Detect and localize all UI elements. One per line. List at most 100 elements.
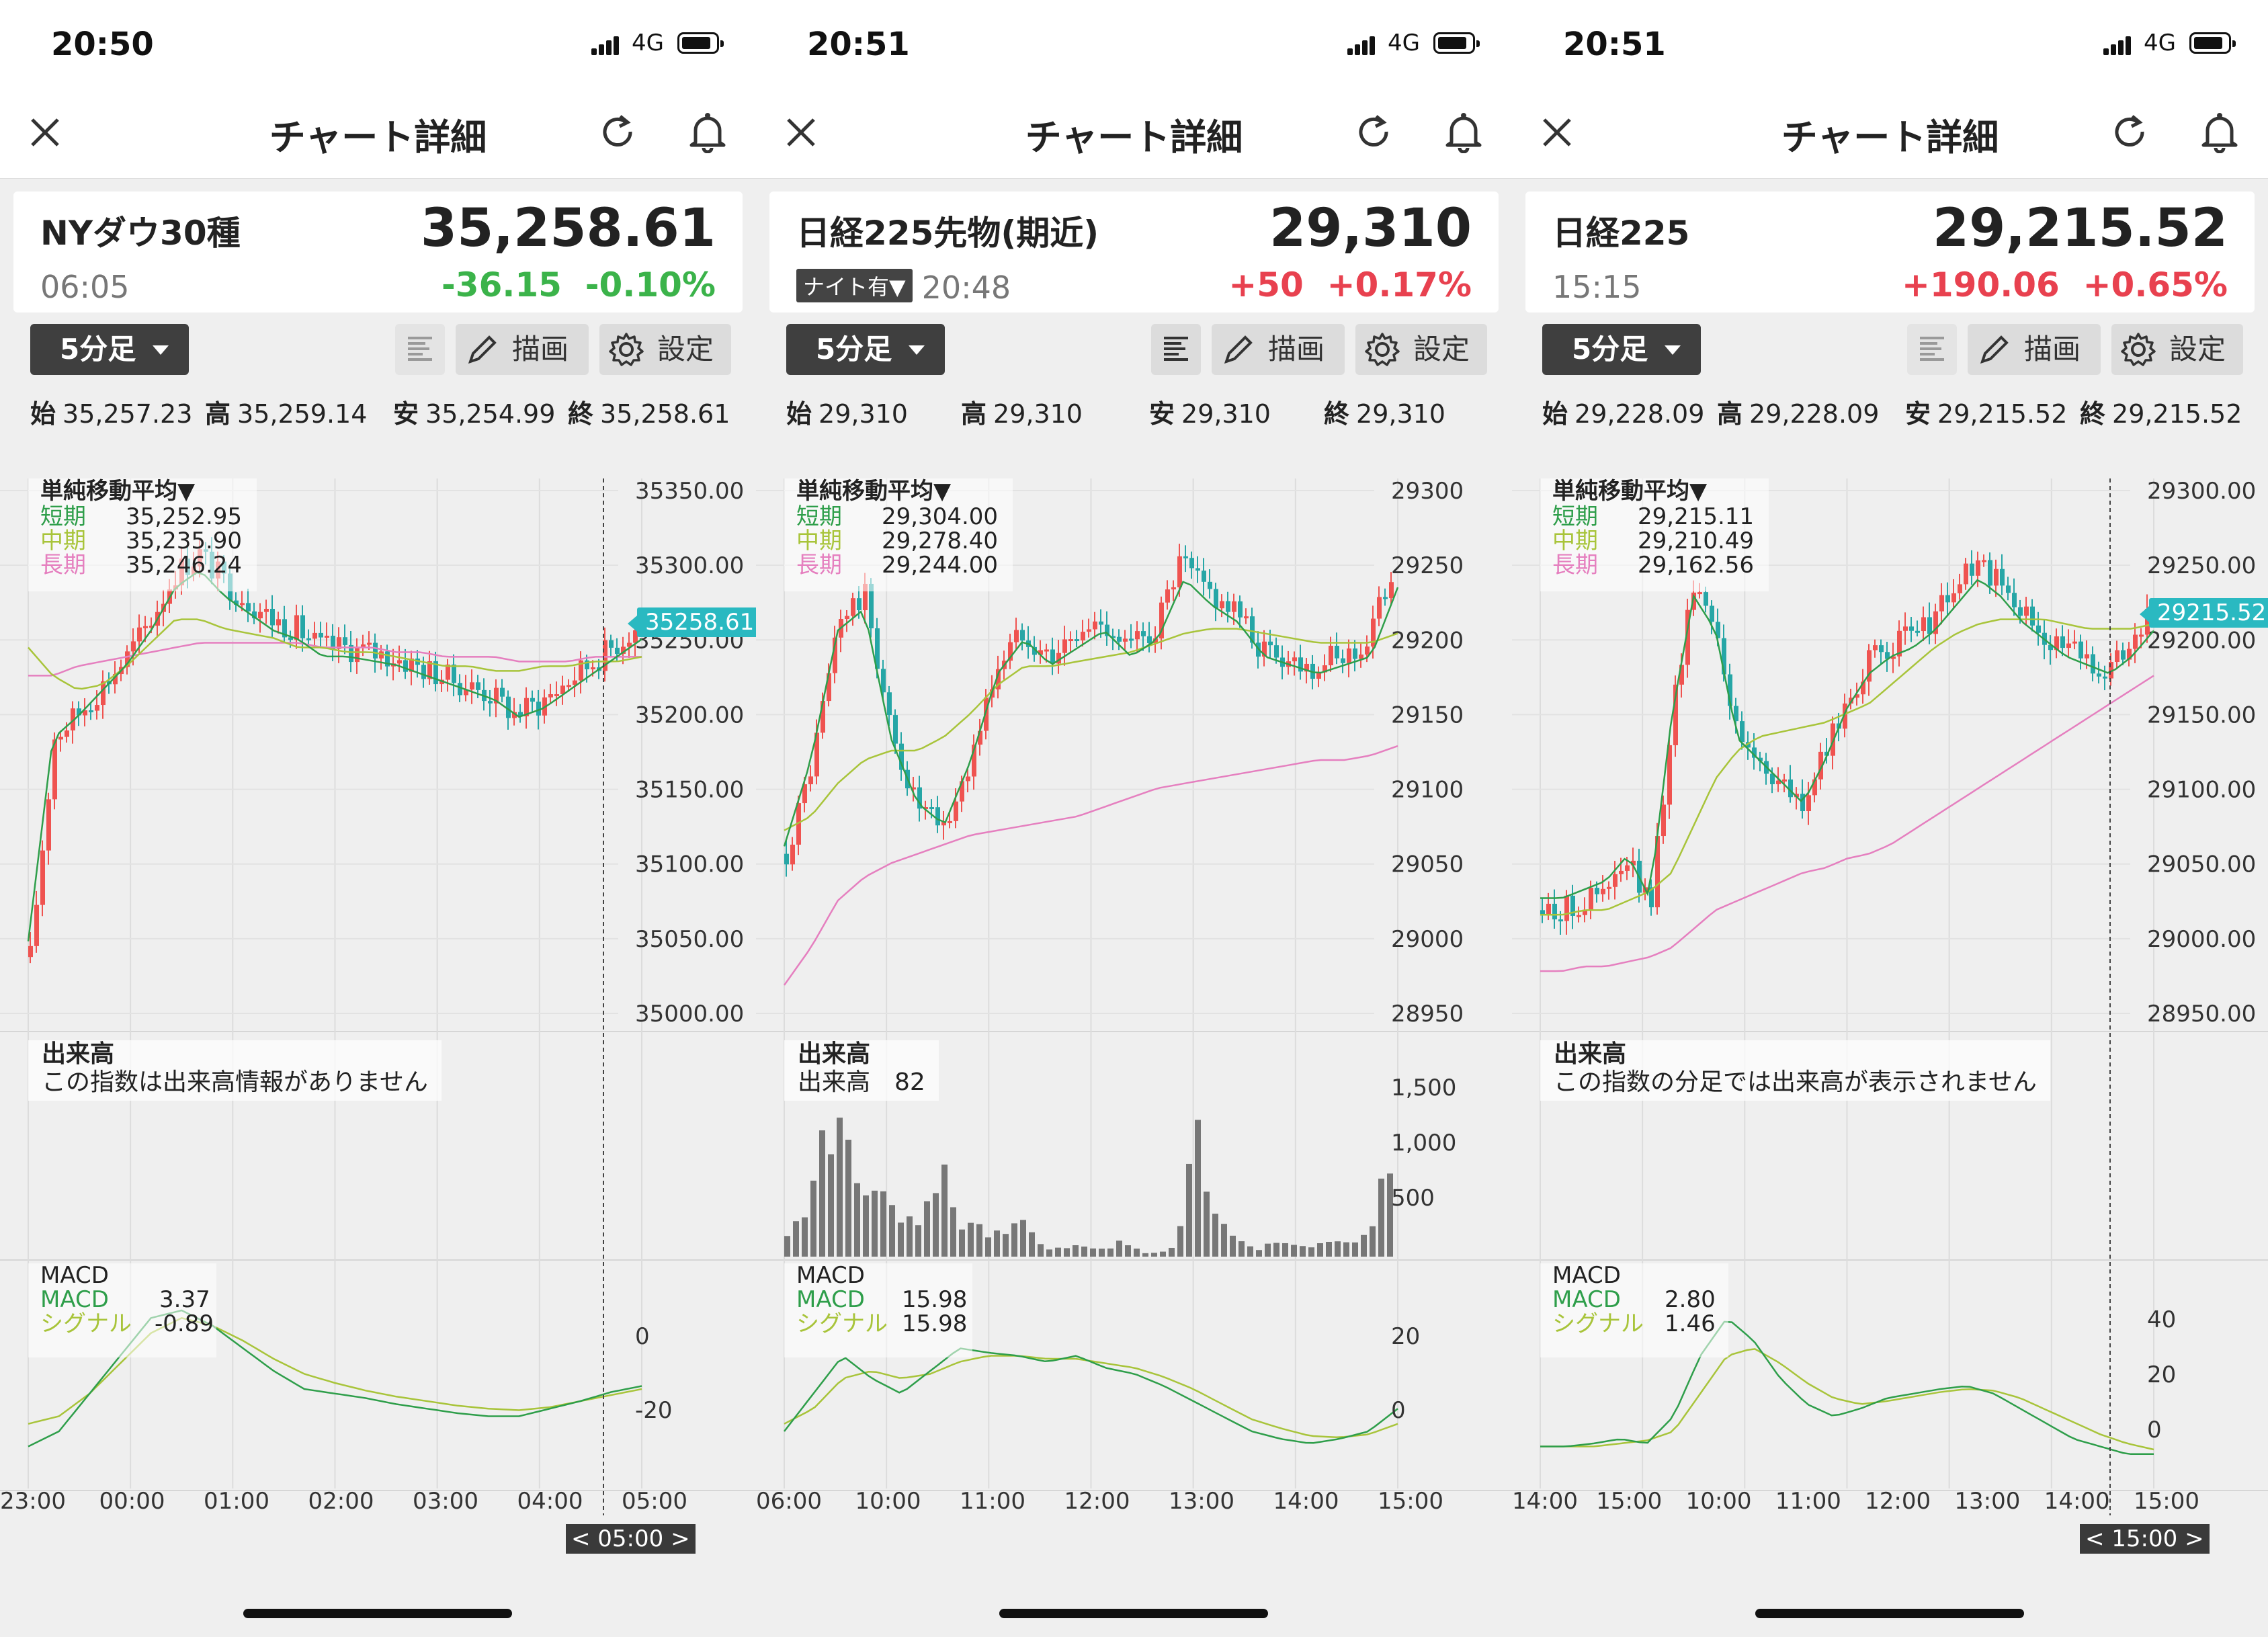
close-label: 終 [568, 399, 594, 429]
candle-body [1818, 751, 1823, 780]
macd-line [784, 1347, 1398, 1444]
close-icon[interactable] [784, 116, 818, 149]
bell-icon[interactable] [689, 112, 726, 153]
candle-body [796, 803, 801, 845]
gear-icon [609, 333, 644, 366]
low-value: 35,254.99 [425, 399, 556, 429]
last-price: 29,310 [1269, 198, 1472, 259]
candle-body [615, 647, 620, 654]
candle-body [2121, 650, 2126, 660]
night-session-badge[interactable]: ナイト有▼ [796, 269, 913, 302]
candle-body [2127, 648, 2132, 660]
ma-long-label: 長期 [1552, 552, 1598, 579]
candle-body [887, 692, 892, 716]
candle-body [1153, 638, 1158, 644]
volume-bar [1177, 1226, 1183, 1257]
close-icon[interactable] [1540, 116, 1574, 149]
settings-button[interactable]: 設定 [2111, 324, 2243, 375]
candle-body [379, 651, 384, 659]
candle-body [512, 712, 517, 718]
candle-body [1577, 915, 1581, 917]
candle-body [1226, 601, 1230, 612]
settings-button[interactable]: 設定 [599, 324, 731, 375]
candle-body [433, 661, 438, 685]
list-view-button[interactable] [1907, 324, 1957, 375]
chart-toolbar: 5分足 描画 設定 [756, 316, 1512, 390]
y-axis-label: 29000 [1391, 926, 1464, 953]
candle-body [869, 583, 874, 628]
macd-title: MACD [1552, 1262, 1621, 1289]
draw-button[interactable]: 描画 [1212, 324, 1345, 375]
ma-title[interactable]: 単純移動平均▼ [40, 478, 196, 505]
candle-body [585, 660, 589, 669]
candle-body [1329, 645, 1333, 666]
candle-body [367, 642, 372, 645]
volume-panel-title: 出来高 この指数の分足では出来高が表示されません [1540, 1040, 2050, 1101]
candle-body [948, 821, 952, 823]
candle-body [264, 608, 269, 612]
draw-button[interactable]: 描画 [1968, 324, 2101, 375]
refresh-icon[interactable] [1354, 113, 1393, 152]
list-view-button[interactable] [1151, 324, 1201, 375]
price-chart[interactable]: 29300 29250 29200 29150 29100 29050 29000 28950… [756, 430, 1512, 1572]
low-value: 29,310 [1181, 399, 1271, 429]
candle-body [566, 685, 571, 687]
x-axis-label: 04:00 [517, 1488, 583, 1515]
draw-button[interactable]: 描画 [456, 324, 589, 375]
x-axis-label: 14:00 [2044, 1488, 2110, 1515]
volume-bar [1326, 1241, 1332, 1257]
candle-body [1081, 632, 1085, 641]
volume-title: 出来高 [42, 1040, 115, 1068]
candle-body [1171, 587, 1176, 590]
candle-body [548, 694, 553, 698]
refresh-icon[interactable] [598, 113, 637, 152]
candle-body [1970, 563, 1974, 576]
candle-body [833, 637, 837, 673]
candle-body [1087, 629, 1091, 632]
close-icon[interactable] [28, 116, 62, 149]
candle-body [863, 583, 868, 611]
ohlc-row: 始 35,257.23 高 35,259.14 安 35,254.99 終 35,258… [0, 393, 756, 430]
refresh-icon[interactable] [2110, 113, 2149, 152]
timeframe-select[interactable]: 5分足 [30, 324, 189, 375]
candle-body [2115, 650, 2119, 663]
x-axis-label: 13:00 [1169, 1488, 1234, 1515]
candle-body [1546, 903, 1551, 915]
candle-body [1710, 605, 1714, 622]
candle-body [246, 603, 251, 612]
ma-mid-label: 中期 [40, 528, 86, 554]
bell-icon[interactable] [2201, 112, 2238, 153]
ma-short-line [27, 571, 642, 941]
macd-title: MACD [40, 1262, 109, 1289]
candle-body [1885, 652, 1890, 659]
candle-body [808, 776, 813, 785]
signal-icon [1347, 35, 1377, 55]
ma-title[interactable]: 単純移動平均▼ [1552, 478, 1708, 505]
candle-body [1195, 568, 1200, 571]
candle-body [1776, 780, 1781, 784]
volume-bar [1038, 1244, 1044, 1257]
change-percent: -0.10% [585, 265, 716, 304]
settings-button[interactable]: 設定 [1355, 324, 1487, 375]
candle-body [2097, 673, 2101, 677]
candle-body [1619, 870, 1624, 874]
timeframe-select[interactable]: 5分足 [786, 324, 945, 375]
candle-body [65, 730, 69, 737]
open-value: 35,257.23 [62, 399, 193, 429]
candle-body [52, 739, 57, 800]
high-value: 29,310 [993, 399, 1083, 429]
volume-bar [1308, 1247, 1314, 1257]
battery-icon [2189, 32, 2236, 54]
bell-icon[interactable] [1445, 112, 1482, 153]
price-chart[interactable]: 35350.0035300.0035250.0035200.0035150.00… [0, 430, 756, 1572]
timeframe-select[interactable]: 5分足 [1542, 324, 1701, 375]
macd-axis-label: 0 [2147, 1417, 2162, 1443]
macd-legend: MACD MACD 15.98 シグナル 15.98 [784, 1263, 972, 1357]
quote-time: 06:05 [40, 269, 130, 305]
candle-body [790, 844, 795, 865]
candle-body [270, 608, 275, 626]
y-axis-label: 29300.00 [2147, 478, 2256, 505]
list-view-button[interactable] [395, 324, 445, 375]
candle-body [1607, 886, 1611, 889]
ma-title[interactable]: 単純移動平均▼ [796, 478, 952, 505]
